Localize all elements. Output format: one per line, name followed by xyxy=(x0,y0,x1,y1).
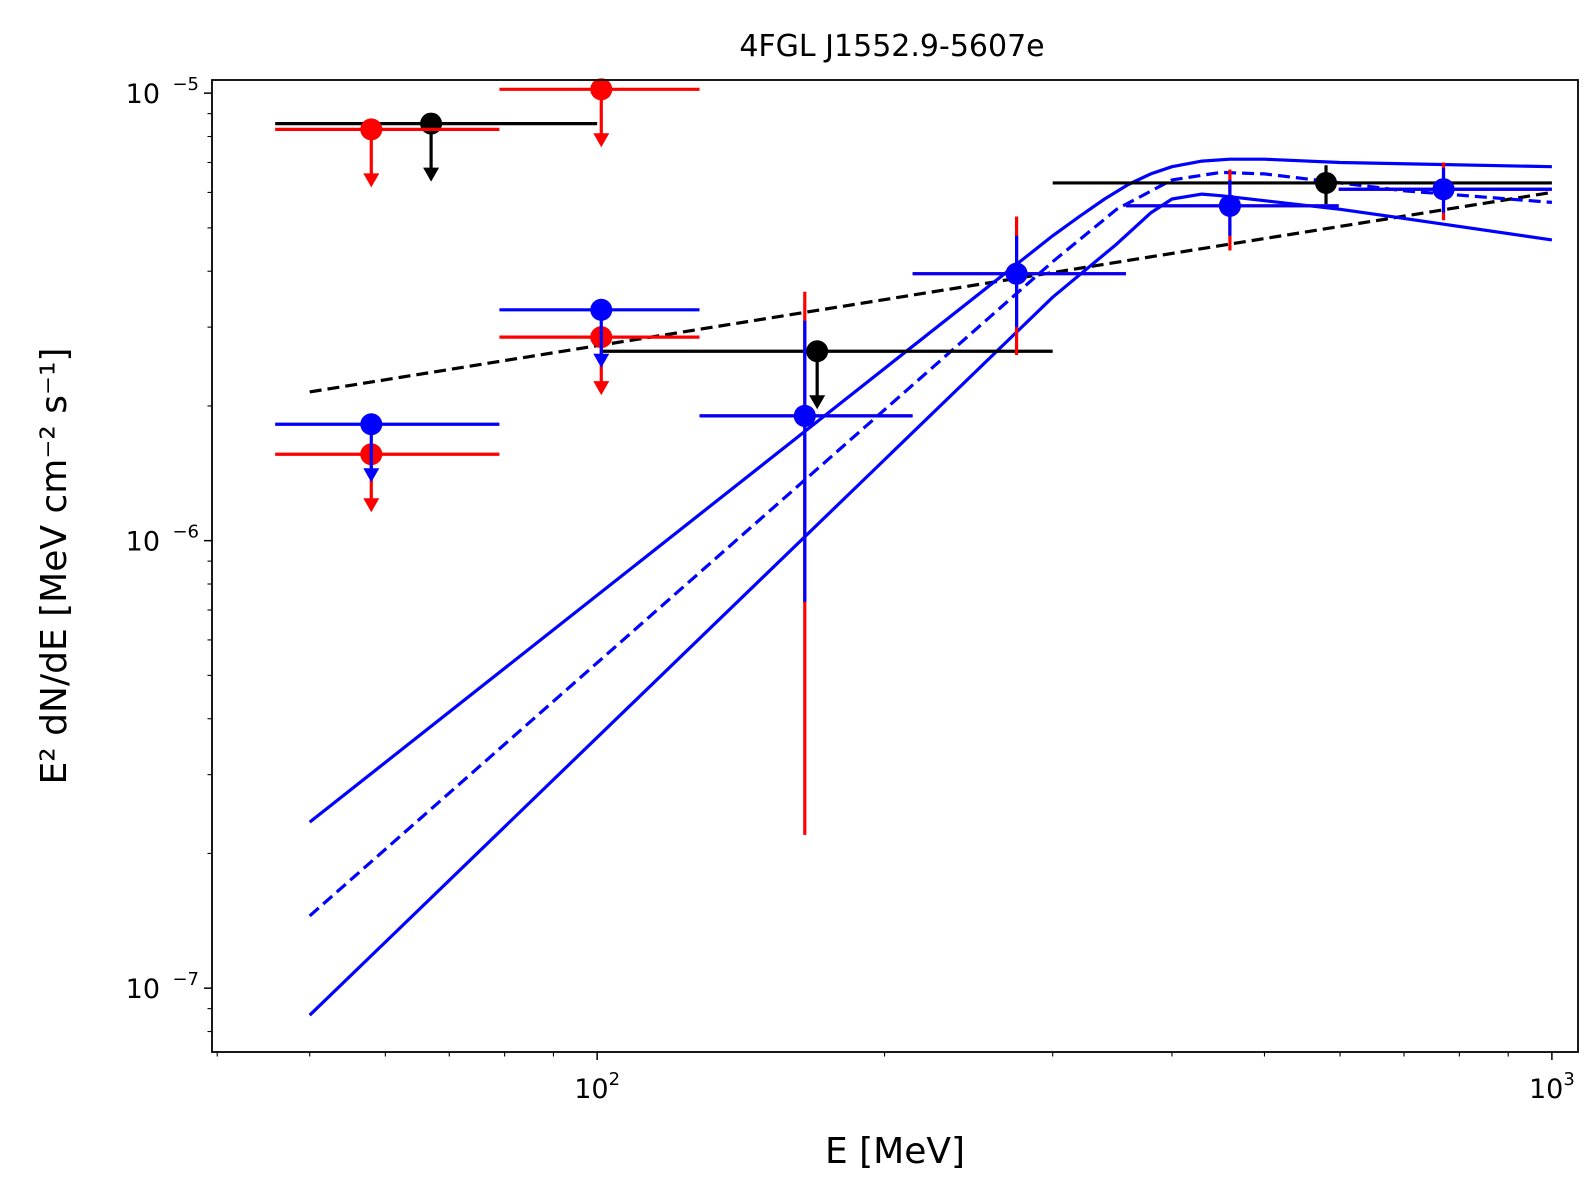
black-upper-limit-arrow xyxy=(423,167,440,182)
red-upper-limit-arrow xyxy=(363,173,380,188)
blue-data-point xyxy=(699,320,913,602)
black-marker xyxy=(1315,171,1338,194)
blue-marker xyxy=(1432,178,1455,201)
model-curves xyxy=(308,157,1553,1017)
blue-data-point xyxy=(499,298,700,368)
blue-marker xyxy=(793,404,816,427)
black-marker xyxy=(420,112,443,135)
plot-frame xyxy=(211,79,1579,1053)
y-axis-label: E² dN/dE [MeV cm⁻² s⁻¹] xyxy=(34,348,75,785)
x-axis-ticks: 102 103 xyxy=(216,1052,1575,1105)
blue-upper-limit-arrow xyxy=(593,353,610,368)
red-upper-limit-arrow xyxy=(363,498,380,513)
blue-data-point xyxy=(275,413,500,483)
red-marker xyxy=(590,78,613,101)
blue-data-point xyxy=(1338,168,1552,213)
red-upper-limit-arrow xyxy=(593,133,610,148)
blue-model-upper-band xyxy=(308,157,1552,824)
chart-title: 4FGL J1552.9-5607e xyxy=(739,29,1044,64)
black-powerlaw-model xyxy=(309,190,1553,394)
blue-data-point xyxy=(912,235,1126,328)
black-upper-limit-arrow xyxy=(809,395,826,410)
red-upper-limit-arrow xyxy=(593,381,610,396)
blue-marker xyxy=(360,413,383,436)
blue-model-lower-band xyxy=(308,192,1553,1017)
red-data-point xyxy=(499,78,700,148)
blue-upper-limit-arrow xyxy=(363,468,380,483)
blue-marker xyxy=(590,298,613,321)
x-axis-label: E [MeV] xyxy=(825,1131,965,1172)
blue-marker xyxy=(1005,262,1028,285)
data-points xyxy=(275,78,1552,835)
blue-marker xyxy=(1218,194,1241,217)
black-marker xyxy=(806,340,829,363)
black-data-point xyxy=(1052,165,1552,205)
red-data-point xyxy=(275,118,500,188)
black-data-point xyxy=(601,340,1053,410)
blue-data-point xyxy=(1125,179,1339,236)
blue-model-best-fit xyxy=(308,170,1553,918)
red-marker xyxy=(360,118,383,141)
